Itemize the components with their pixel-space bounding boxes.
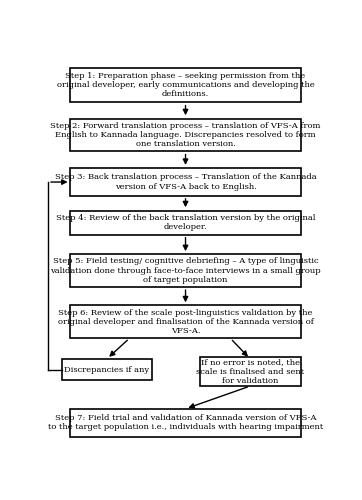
- FancyBboxPatch shape: [71, 254, 300, 287]
- FancyBboxPatch shape: [71, 409, 300, 436]
- Text: Discrepancies if any: Discrepancies if any: [64, 366, 150, 374]
- Text: Step 6: Review of the scale post-linguistics validation by the
original develope: Step 6: Review of the scale post-linguis…: [58, 308, 313, 335]
- Text: Step 2: Forward translation process – translation of VFS-A from
English to Kanna: Step 2: Forward translation process – tr…: [50, 122, 321, 148]
- Text: Step 5: Field testing/ cognitive debriefing – A type of linguistic
validation do: Step 5: Field testing/ cognitive debrief…: [50, 258, 321, 284]
- Text: Step 4: Review of the back translation version by the original
developer.: Step 4: Review of the back translation v…: [56, 214, 315, 232]
- FancyBboxPatch shape: [71, 306, 300, 338]
- FancyBboxPatch shape: [199, 358, 300, 386]
- Text: Step 1: Preparation phase – seeking permission from the
original developer, earl: Step 1: Preparation phase – seeking perm…: [56, 72, 315, 98]
- Text: Step 3: Back translation process – Translation of the Kannada
version of VFS-A b: Step 3: Back translation process – Trans…: [55, 174, 316, 190]
- Text: Step 7: Field trial and validation of Kannada version of VFS-A
to the target pop: Step 7: Field trial and validation of Ka…: [48, 414, 323, 432]
- Text: If no error is noted, the
scale is finalised and sent
for validation: If no error is noted, the scale is final…: [196, 358, 304, 385]
- FancyBboxPatch shape: [71, 168, 300, 196]
- FancyBboxPatch shape: [71, 211, 300, 235]
- FancyBboxPatch shape: [71, 68, 300, 102]
- FancyBboxPatch shape: [62, 359, 152, 380]
- FancyBboxPatch shape: [71, 118, 300, 152]
